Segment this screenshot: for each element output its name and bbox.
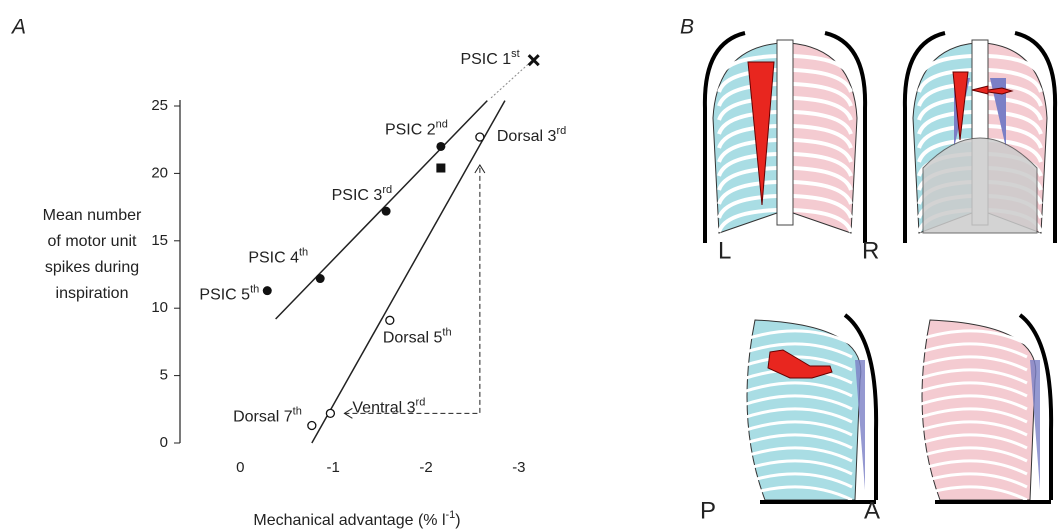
- y-tick-label: 15: [151, 232, 168, 249]
- point: [308, 421, 316, 429]
- spine: [777, 40, 793, 225]
- point: [436, 164, 445, 173]
- point-label-sup: th: [299, 246, 308, 258]
- x-axis-label: Mechanical advantage (% l-1): [253, 509, 460, 529]
- point: [316, 274, 325, 283]
- point-label-sup: rd: [382, 184, 392, 196]
- x-tick-label: -1: [327, 459, 340, 476]
- point-label-text: PSIC 1: [460, 51, 511, 68]
- point-label: PSIC 4th: [248, 246, 308, 266]
- point: [386, 316, 394, 324]
- view-label: P: [700, 497, 716, 524]
- point-label: Dorsal 3rd: [497, 125, 566, 145]
- view-label: A: [864, 497, 880, 524]
- point-label-sup: th: [293, 405, 302, 417]
- point-label: Dorsal 7th: [233, 405, 302, 425]
- figure: A B L R P A 0 5 10 15 20 25 0 -1 -2 -3 Mean number…: [0, 0, 1063, 530]
- point-label-text: PSIC 4: [248, 250, 299, 267]
- point: [476, 133, 484, 141]
- y-axis-label: spikes during: [45, 259, 139, 276]
- point-label-sup: th: [250, 284, 259, 296]
- view-label: R: [862, 237, 879, 264]
- fit-line: [491, 64, 528, 98]
- x-tick-label: -2: [419, 459, 432, 476]
- y-tick-label: 10: [151, 299, 168, 316]
- y-tick-label: 5: [160, 367, 168, 384]
- panel-label: A: [10, 16, 26, 39]
- point-label: Dorsal 5th: [383, 326, 452, 346]
- y-axis-label: of motor unit: [48, 233, 137, 250]
- panel-label: B: [680, 16, 694, 39]
- fit-line: [276, 101, 488, 319]
- point-label: PSIC 5th: [199, 284, 259, 304]
- y-tick-label: 20: [151, 164, 168, 181]
- point: [529, 55, 539, 65]
- point-label-text: Dorsal 5: [383, 330, 443, 347]
- point-label-sup: rd: [416, 396, 426, 408]
- point: [382, 207, 391, 216]
- fit-line: [312, 101, 505, 443]
- point-label: PSIC 3rd: [332, 184, 392, 204]
- y-tick-label: 0: [160, 434, 168, 451]
- point-label-sup: st: [511, 48, 520, 60]
- x-axis-label-sup: -1: [446, 509, 456, 521]
- point: [263, 286, 272, 295]
- view-label: L: [718, 237, 731, 264]
- point-label-text: Dorsal 7: [233, 409, 293, 426]
- y-tick-label: 25: [151, 97, 168, 114]
- illustrations: [705, 33, 1055, 502]
- point: [436, 142, 445, 151]
- y-axis-label: Mean number: [43, 207, 142, 224]
- point-label-sup: nd: [436, 118, 448, 130]
- point-label: PSIC 1st: [460, 48, 519, 68]
- x-tick-label: -3: [512, 459, 525, 476]
- point-label-text: Dorsal 3: [497, 128, 557, 145]
- point-label: PSIC 2nd: [385, 118, 448, 138]
- y-axis-label: inspiration: [56, 285, 129, 302]
- point-label-text: PSIC 3: [332, 187, 383, 204]
- point-label-text: PSIC 2: [385, 122, 436, 139]
- point-label-sup: th: [442, 326, 451, 338]
- x-axis-label-text: ): [455, 512, 460, 529]
- x-axis-label-text: Mechanical advantage (% l: [253, 512, 445, 529]
- point-label-text: PSIC 5: [199, 287, 250, 304]
- point-label-sup: rd: [556, 125, 566, 137]
- point-label: Ventral 3rd: [352, 396, 425, 416]
- point: [326, 409, 334, 417]
- point-label-text: Ventral 3: [352, 400, 415, 417]
- x-tick-label: 0: [236, 459, 244, 476]
- diaphragm: [923, 138, 1037, 233]
